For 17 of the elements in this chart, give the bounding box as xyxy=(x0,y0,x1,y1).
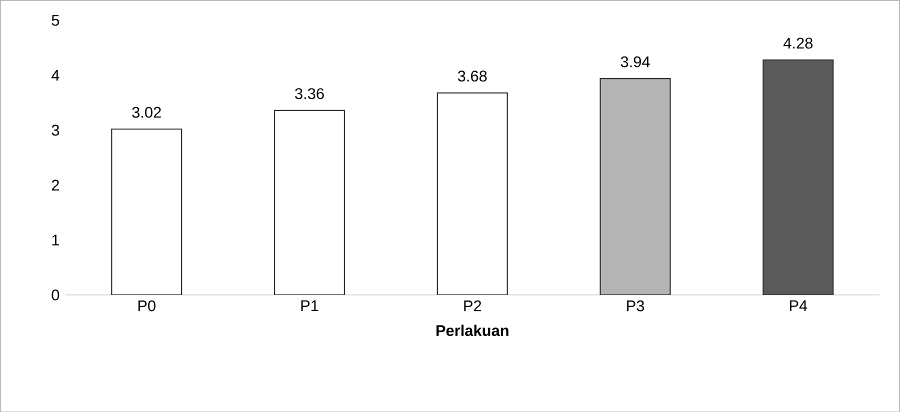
y-tick-label: 4 xyxy=(52,70,60,80)
x-tick-label: P1 xyxy=(301,300,318,311)
x-tick-label: P2 xyxy=(464,300,482,311)
y-tick-label: 3 xyxy=(52,124,60,136)
y-tick-label: 1 xyxy=(52,234,59,246)
y-tick-label: 2 xyxy=(52,180,59,190)
x-tick-label: P0 xyxy=(138,300,156,312)
y-tick-label: 5 xyxy=(52,14,60,26)
x-axis-title: Perlakuan xyxy=(436,324,508,336)
data-label: 3.94 xyxy=(620,56,650,68)
x-tick-label: P3 xyxy=(627,300,644,312)
y-tick-label: 0 xyxy=(52,289,60,300)
data-label: 3.68 xyxy=(458,70,487,82)
data-label: 3.36 xyxy=(295,88,324,99)
data-label: 3.02 xyxy=(132,106,161,118)
x-tick-label: P4 xyxy=(790,300,808,311)
data-label: 4.28 xyxy=(783,37,812,48)
